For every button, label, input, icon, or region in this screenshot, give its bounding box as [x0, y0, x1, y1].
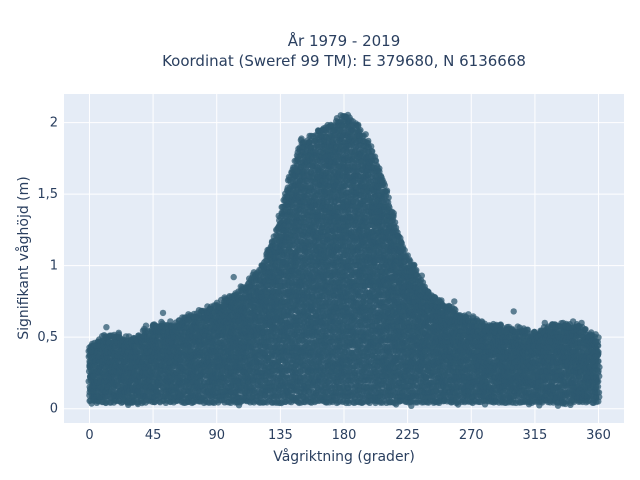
chart-title-line1: År 1979 - 2019: [288, 31, 401, 50]
data-points: [85, 111, 603, 409]
chart-title-line2: Koordinat (Sweref 99 TM): E 379680, N 61…: [162, 52, 526, 70]
